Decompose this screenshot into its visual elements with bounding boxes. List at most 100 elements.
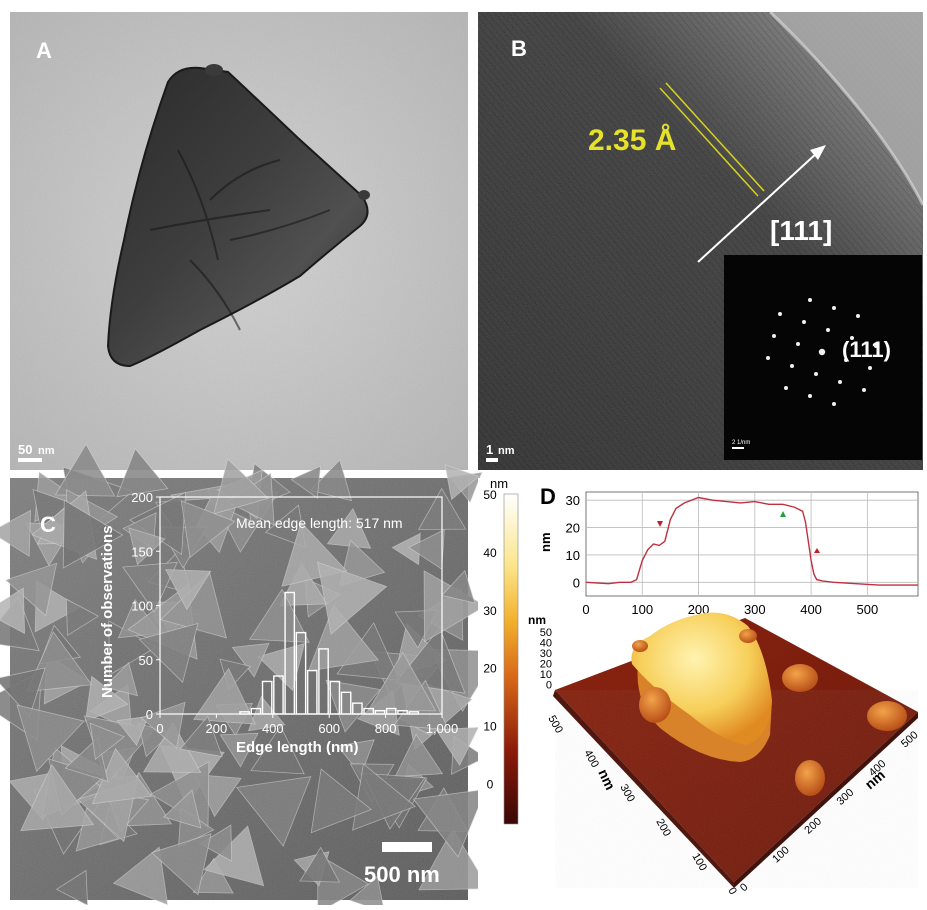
profile-y-tick-label: 20 [566, 521, 580, 536]
diffraction-spot [766, 356, 770, 360]
histogram-bar [397, 710, 408, 715]
small-particle [867, 701, 907, 731]
diffraction-spot [844, 358, 848, 362]
profile-frame [585, 491, 919, 597]
profile-x-tick-label: 100 [631, 602, 653, 617]
scale-bar-value: 1 [486, 442, 493, 457]
colorbar-tick-label: 50 [483, 488, 497, 502]
histogram-bar [250, 707, 262, 715]
inset-scale-label: 2 1/nm [732, 440, 750, 446]
diffraction-spot [790, 364, 794, 368]
histogram-x-tick-label: 200 [206, 721, 228, 736]
colorbar-tick-label: 0 [487, 777, 494, 791]
colorbar-tick-label: 30 [483, 604, 497, 618]
histogram-y-label: Number of observations [99, 525, 116, 698]
z-axis-tick-label: 40 [540, 638, 552, 650]
histogram-x-ticks: 0 200 400 600 800 1,000 [156, 714, 458, 736]
diffraction-spot [808, 298, 812, 302]
histogram-bar [329, 680, 341, 715]
histogram-y-tick-label: 100 [131, 599, 153, 614]
scale-bar-value: 50 [18, 442, 32, 457]
panel-d-letter: D [540, 484, 556, 509]
crystal-edge [768, 10, 925, 206]
histogram-bar [318, 648, 329, 715]
small-particle [205, 64, 223, 76]
direction-arrow [697, 145, 826, 263]
panel-b-scale-bar: 1 nm [486, 442, 515, 462]
triangular-mesa-top [631, 612, 772, 745]
colorbar-tick-label: 10 [483, 720, 497, 734]
profile-x-ticks: 0 100 200 300 400 500 [582, 602, 878, 617]
panel-a: A 50 nm [10, 12, 468, 470]
inset-scale-line [732, 447, 744, 449]
cursor-marker [657, 521, 663, 527]
small-particle [358, 190, 370, 200]
histogram-annotation: Mean edge length: 517 nm [236, 515, 403, 531]
diffraction-spot [868, 366, 872, 370]
diffraction-spot [838, 380, 842, 384]
scale-bar-unit: nm [38, 445, 55, 457]
panel-c-scale-bar [382, 842, 432, 852]
histogram-bar [295, 631, 307, 715]
z-axis-tick-label: 50 [540, 627, 552, 639]
diffraction-spot [874, 344, 878, 348]
profile-y-tick-label: 10 [566, 548, 580, 563]
scale-bar-line [18, 458, 42, 462]
diffraction-spot [814, 372, 818, 376]
colorbar-tick-label: 40 [483, 546, 497, 560]
z-axis-tick-label: 20 [540, 659, 552, 671]
histogram-y-tick-label: 50 [139, 653, 153, 668]
histogram-bar [352, 702, 363, 715]
histogram-bar [363, 707, 375, 715]
scale-bar-unit: nm [498, 445, 515, 457]
profile-x-tick-label: 0 [582, 602, 589, 617]
histogram-y-ticks: 0 50 100 150 200 [131, 490, 160, 722]
nanoplate-contrast-lines [149, 149, 331, 331]
diffraction-spot [808, 394, 812, 398]
histogram-bar [261, 680, 273, 715]
histogram-x-tick-label: 1,000 [426, 721, 459, 736]
nanoplate-triangle [106, 66, 369, 368]
histogram-bar [408, 711, 420, 715]
inset-background [724, 255, 922, 460]
histogram-bar [374, 710, 386, 715]
panel-a-letter: A [36, 38, 52, 63]
left-axis-tick-label: 0 [725, 886, 738, 897]
histogram-x-tick-label: 600 [318, 721, 340, 736]
cursor-marker [814, 548, 820, 553]
diffraction-spot [850, 336, 854, 340]
profile-x-tick-label: 500 [857, 602, 879, 617]
histogram-bar [239, 711, 250, 715]
diffraction-spot [862, 388, 866, 392]
diffraction-spot [832, 402, 836, 406]
profile-gridlines [586, 492, 918, 596]
direction-label: [111] [770, 215, 832, 246]
diffraction-inset: (111) 2 1/nm [724, 255, 922, 460]
amorphous-edge-region [770, 12, 923, 205]
panel-c-scale-label: 500 nm [364, 862, 440, 887]
cursor-marker [780, 511, 786, 517]
lattice-spacing-marker [659, 82, 765, 197]
profile-x-tick-label: 400 [800, 602, 822, 617]
z-axis-tick-label: 10 [540, 669, 552, 681]
small-particle [639, 687, 671, 723]
histogram-y-tick-label: 200 [131, 490, 153, 505]
colorbar-gradient [503, 493, 519, 825]
histogram-bar [340, 691, 352, 715]
histogram-x-tick-label: 0 [156, 721, 163, 736]
diffraction-spots [766, 298, 878, 406]
colorbar-unit: nm [490, 476, 508, 491]
diffraction-spot [856, 314, 860, 318]
diffraction-spot [802, 320, 806, 324]
profile-y-ticks: 0 10 20 30 [566, 493, 580, 590]
histogram-x-label: Edge length (nm) [236, 739, 359, 756]
z-axis-tick-label: 0 [546, 680, 552, 692]
diffraction-spot [778, 312, 782, 316]
small-particle [782, 664, 818, 692]
histogram-y-tick-label: 150 [131, 544, 153, 559]
